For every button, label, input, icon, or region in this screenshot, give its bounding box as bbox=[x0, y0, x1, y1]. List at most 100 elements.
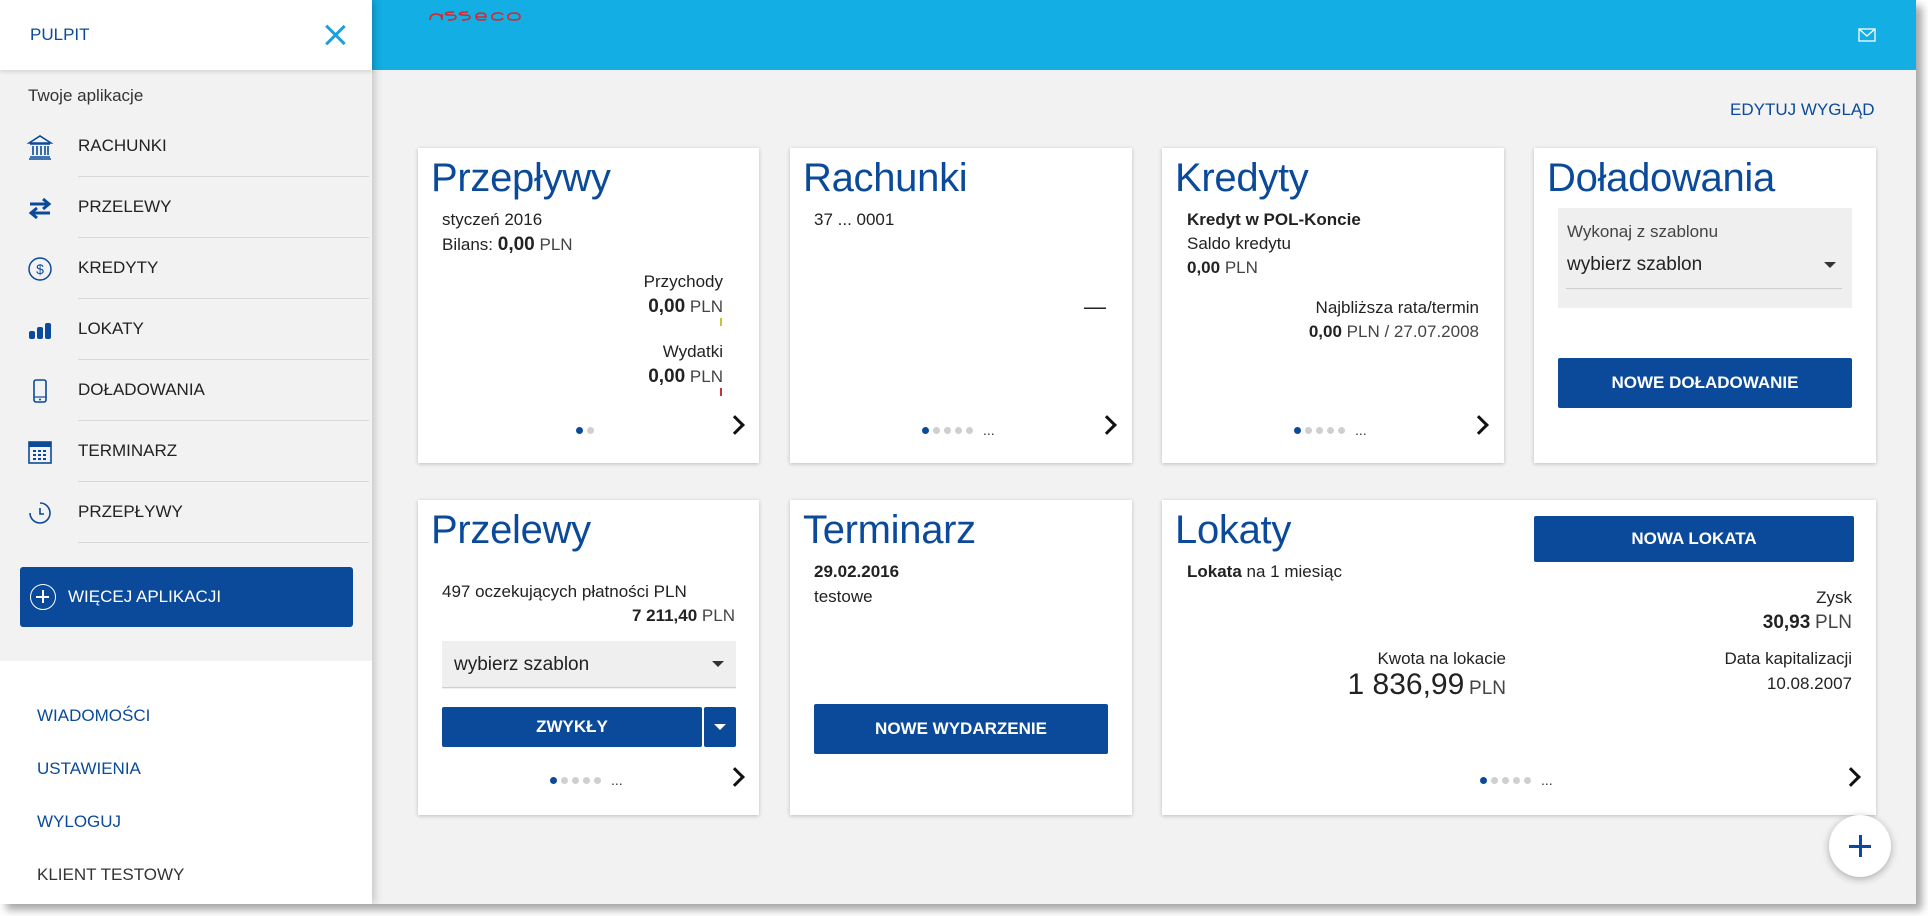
pager-dot[interactable] bbox=[966, 427, 973, 434]
pager-dot[interactable] bbox=[1338, 427, 1345, 434]
expense-currency: PLN bbox=[689, 367, 723, 386]
settings-link[interactable]: USTAWIENIA bbox=[37, 758, 141, 778]
bank-icon bbox=[26, 133, 54, 161]
chevron-right-icon[interactable] bbox=[1841, 767, 1861, 787]
sidebar-item-doladowania[interactable]: DOŁADOWANIA bbox=[0, 360, 372, 421]
pager-more[interactable]: ... bbox=[1355, 422, 1367, 438]
account-number: 37 ... 0001 bbox=[814, 210, 895, 229]
sidebar-item-lokaty[interactable]: LOKATY bbox=[0, 299, 372, 360]
pager-dot[interactable] bbox=[1294, 427, 1301, 434]
pager-dot[interactable] bbox=[1327, 427, 1334, 434]
sidebar-item-rachunki[interactable]: RACHUNKI bbox=[0, 116, 372, 177]
new-topup-button[interactable]: NOWE DOŁADOWANIE bbox=[1558, 358, 1852, 408]
logout-link[interactable]: WYLOGUJ bbox=[37, 811, 122, 831]
card-title[interactable]: Lokaty bbox=[1175, 508, 1292, 552]
sidebar-item-kredyty[interactable]: $ KREDYTY bbox=[0, 238, 372, 299]
income-label: Przychody bbox=[643, 272, 723, 291]
card-title[interactable]: Przepływy bbox=[431, 156, 611, 200]
plus-circle-icon bbox=[30, 584, 56, 610]
pager-dots[interactable]: ... bbox=[550, 772, 623, 788]
pager-more[interactable]: ... bbox=[983, 422, 995, 438]
pager-dot[interactable] bbox=[1502, 777, 1509, 784]
new-deposit-button[interactable]: NOWA LOKATA bbox=[1534, 516, 1854, 562]
chevron-right-icon[interactable] bbox=[725, 767, 745, 787]
chevron-right-icon[interactable] bbox=[1097, 415, 1117, 435]
messages-link[interactable]: WIADOMOŚCI bbox=[37, 705, 151, 725]
pager-dot[interactable] bbox=[1316, 427, 1323, 434]
pager-dot[interactable] bbox=[1305, 427, 1312, 434]
credit-balance-label: Saldo kredytu bbox=[1187, 234, 1291, 253]
profit-label: Zysk bbox=[1816, 588, 1852, 607]
sidebar-item-label: DOŁADOWANIA bbox=[78, 360, 369, 421]
more-apps-button[interactable]: WIĘCEJ APLIKACJI bbox=[20, 567, 353, 627]
more-apps-label: WIĘCEJ APLIKACJI bbox=[68, 587, 222, 606]
new-event-button[interactable]: NOWE WYDARZENIE bbox=[814, 704, 1108, 754]
credit-balance-currency: PLN bbox=[1224, 258, 1258, 277]
pager-dot[interactable] bbox=[561, 777, 568, 784]
sidebar-title[interactable]: PULPIT bbox=[30, 25, 90, 44]
amount-label: Kwota na lokacie bbox=[1377, 649, 1506, 668]
pager-dot[interactable] bbox=[944, 427, 951, 434]
pager-dot[interactable] bbox=[933, 427, 940, 434]
card-title[interactable]: Kredyty bbox=[1175, 156, 1309, 200]
card-kredyty: Kredyty Kredyt w POL-Koncie Saldo kredyt… bbox=[1162, 148, 1504, 463]
next-installment-date: PLN / 27.07.2008 bbox=[1346, 322, 1479, 341]
card-title[interactable]: Przelewy bbox=[431, 508, 591, 552]
add-widget-button[interactable] bbox=[1829, 815, 1891, 877]
pager-more[interactable]: ... bbox=[611, 772, 623, 788]
next-installment-label: Najbliższa rata/termin bbox=[1315, 298, 1479, 317]
pager-dot[interactable] bbox=[572, 777, 579, 784]
profit-currency: PLN bbox=[1815, 612, 1852, 633]
sidebar-item-terminarz[interactable]: TERMINARZ bbox=[0, 421, 372, 482]
pager-dot[interactable] bbox=[583, 777, 590, 784]
card-title[interactable]: Doładowania bbox=[1547, 156, 1775, 200]
pager-more[interactable]: ... bbox=[1541, 772, 1553, 788]
pager-dot[interactable] bbox=[922, 427, 929, 434]
pager-dot[interactable] bbox=[594, 777, 601, 784]
pager-dot[interactable] bbox=[587, 427, 594, 434]
close-icon[interactable] bbox=[322, 22, 348, 48]
edit-layout-link[interactable]: EDYTUJ WYGLĄD bbox=[1730, 100, 1875, 119]
pager-dot[interactable] bbox=[1491, 777, 1498, 784]
period-label: styczeń 2016 bbox=[442, 210, 543, 229]
pager-dot[interactable] bbox=[1524, 777, 1531, 784]
pager-dot[interactable] bbox=[550, 777, 557, 784]
caret-down-icon bbox=[1824, 262, 1836, 268]
chevron-right-icon[interactable] bbox=[725, 415, 745, 435]
pending-currency: PLN bbox=[701, 606, 735, 625]
sidebar-item-przelewy[interactable]: PRZELEWY bbox=[0, 177, 372, 238]
pager-dots[interactable]: ... bbox=[1294, 422, 1367, 438]
pending-amount: 7 211,40 bbox=[631, 606, 698, 625]
amount-value: 1 836,99 bbox=[1347, 668, 1465, 701]
card-title[interactable]: Rachunki bbox=[803, 156, 968, 200]
template-select-value: wybierz szablon bbox=[1567, 254, 1703, 275]
top-bar bbox=[372, 0, 1916, 70]
transfer-type-dropdown[interactable] bbox=[704, 707, 736, 747]
template-select-label: Wykonaj z szablonu bbox=[1567, 222, 1719, 241]
sidebar-links: WIADOMOŚCI USTAWIENIA WYLOGUJ KLIENT TES… bbox=[0, 661, 372, 901]
pager-dots[interactable]: ... bbox=[922, 422, 995, 438]
mail-icon[interactable] bbox=[1858, 28, 1876, 42]
expense-label: Wydatki bbox=[662, 342, 723, 361]
pager-dot[interactable] bbox=[576, 427, 583, 434]
sidebar-item-label: LOKATY bbox=[78, 299, 369, 360]
transfer-template-select[interactable]: wybierz szablon bbox=[442, 641, 736, 689]
select-underline bbox=[442, 687, 736, 688]
sidebar-item-label: KREDYTY bbox=[78, 238, 369, 299]
pager-dots[interactable] bbox=[576, 427, 594, 434]
card-title[interactable]: Terminarz bbox=[803, 508, 976, 552]
sidebar-item-przeplywy[interactable]: PRZEPŁYWY bbox=[0, 482, 372, 543]
pager-dot[interactable] bbox=[1513, 777, 1520, 784]
deposit-term: na 1 miesiąc bbox=[1246, 562, 1342, 581]
capitalization-label: Data kapitalizacji bbox=[1724, 649, 1852, 668]
pager-dot[interactable] bbox=[955, 427, 962, 434]
pager-dots[interactable]: ... bbox=[1480, 772, 1553, 788]
chevron-right-icon[interactable] bbox=[1469, 415, 1489, 435]
template-select[interactable]: Wykonaj z szablonu wybierz szablon bbox=[1558, 208, 1852, 308]
pending-amount-row: 7 211,40 PLN bbox=[632, 606, 735, 626]
pager-dot[interactable] bbox=[1480, 777, 1487, 784]
dollar-circle-icon: $ bbox=[26, 255, 54, 283]
sidebar: PULPIT Twoje aplikacje RACHUNKI PRZELEWY… bbox=[0, 0, 372, 904]
standard-transfer-button[interactable]: ZWYKŁY bbox=[442, 707, 702, 747]
